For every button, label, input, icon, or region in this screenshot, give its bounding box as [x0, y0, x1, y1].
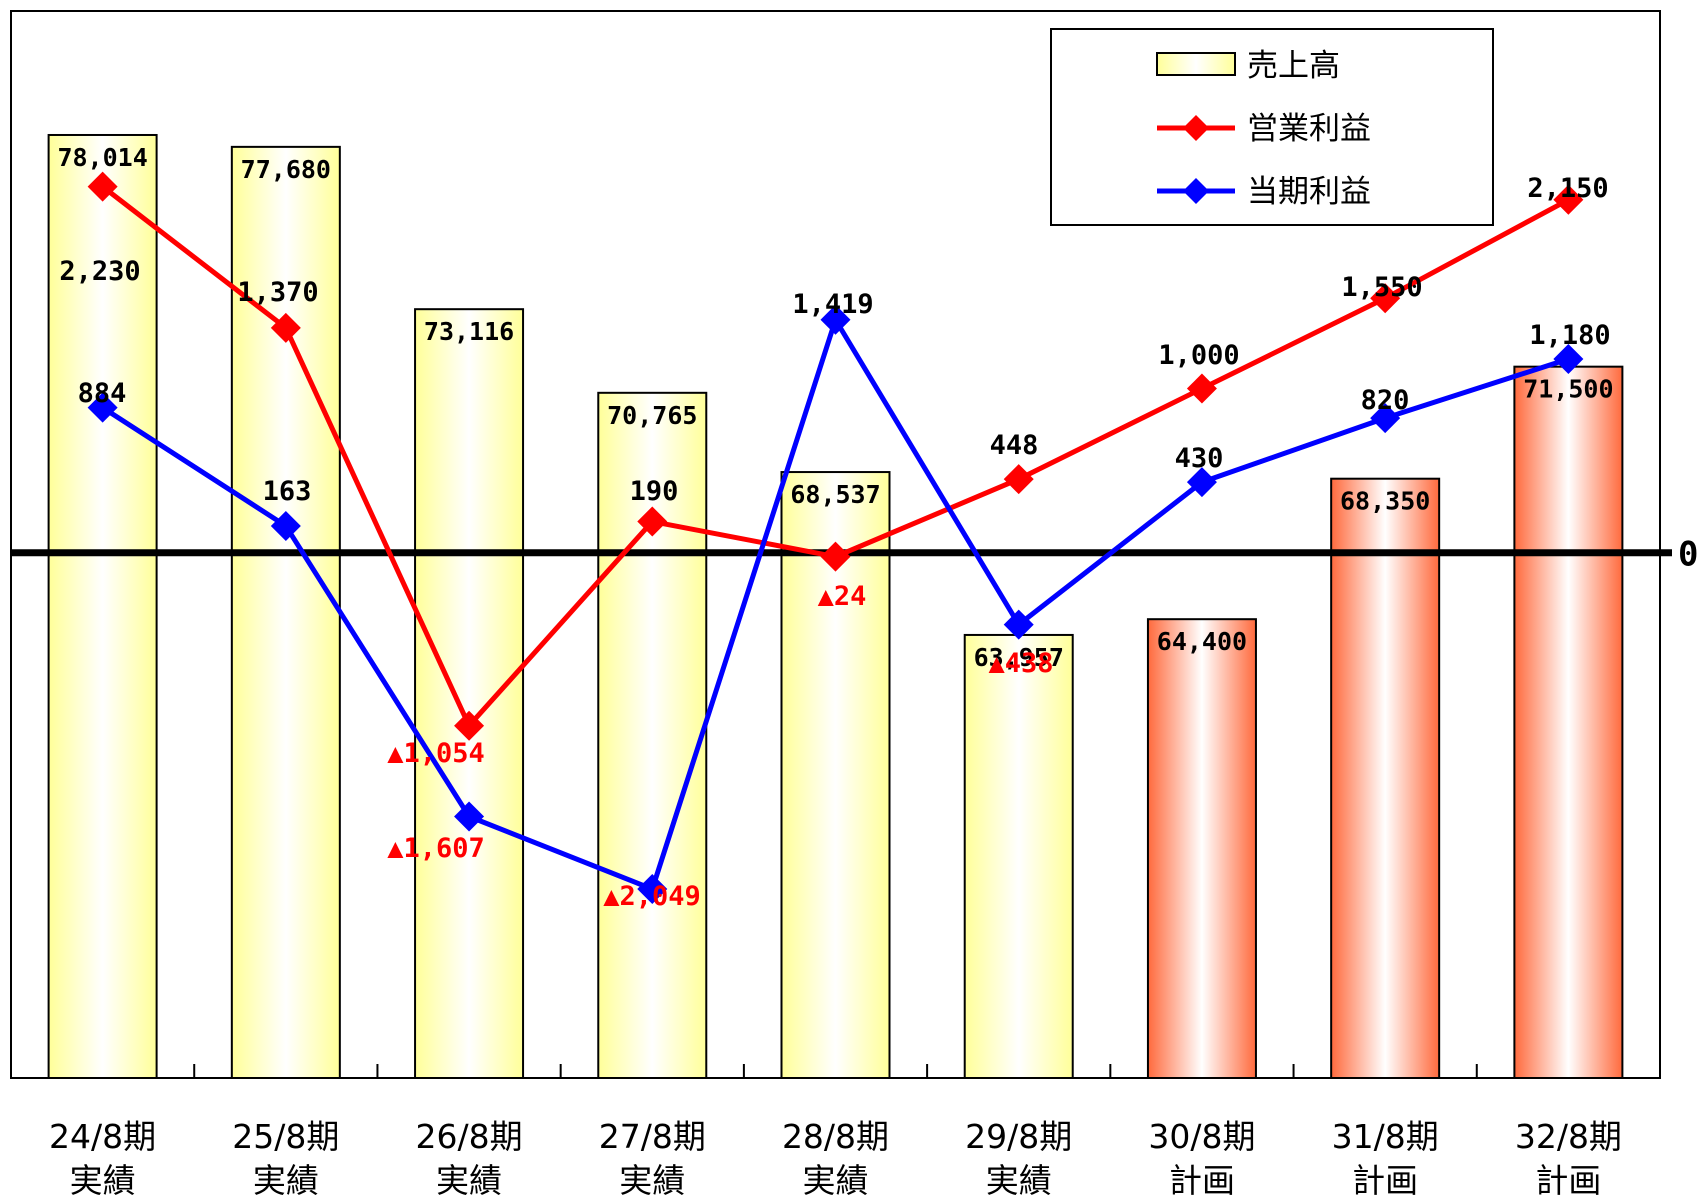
- net-profit-value-label: 1,419: [792, 289, 873, 320]
- x-tick-label-period: 26/8期: [416, 1117, 523, 1156]
- op-profit-marker: [270, 312, 301, 343]
- sales-bar: [780, 471, 891, 1079]
- x-tick-label-type: 実績: [253, 1161, 319, 1198]
- op-profit-value-label: 2,230: [59, 256, 140, 287]
- x-tick-label-type: 実績: [70, 1161, 136, 1198]
- x-tick-label-type: 計画: [1535, 1161, 1601, 1198]
- x-tick-label-type: 計画: [1169, 1161, 1235, 1198]
- x-tick-label-type: 計画: [1352, 1161, 1418, 1198]
- x-tick-label-type: 実績: [803, 1161, 869, 1198]
- legend-marker-net-profit: [1183, 178, 1209, 204]
- op-profit-marker: [87, 171, 118, 202]
- x-tick-label-period: 27/8期: [599, 1117, 706, 1156]
- sales-bar: [47, 133, 158, 1079]
- net-profit-value-label: 884: [78, 378, 127, 409]
- op-profit-value-label: 2,150: [1527, 173, 1608, 204]
- sales-bar: [963, 633, 1074, 1079]
- net-profit-value-label: 1,180: [1529, 320, 1610, 351]
- x-tick-label-type: 実績: [619, 1161, 685, 1198]
- zero-label: 0: [1678, 535, 1698, 575]
- x-tick-label-period: 29/8期: [965, 1117, 1072, 1156]
- x-tick-label-type: 実績: [986, 1161, 1052, 1198]
- sales-bar: [1146, 618, 1257, 1079]
- net-profit-marker: [1186, 467, 1217, 498]
- x-tick-label-type: 実績: [436, 1161, 502, 1198]
- sales-value-label: 78,014: [57, 143, 147, 172]
- sales-value-label: 68,350: [1340, 487, 1430, 516]
- sales-value-label: 64,400: [1157, 627, 1247, 656]
- x-tick-label-period: 31/8期: [1332, 1117, 1439, 1156]
- sales-bar: [414, 308, 525, 1080]
- net-profit-marker: [637, 874, 668, 905]
- net-profit-marker: [87, 392, 118, 423]
- sales-bar: [1330, 477, 1441, 1079]
- x-tick-label-period: 25/8期: [232, 1117, 339, 1156]
- net-profit-marker: [1553, 344, 1584, 375]
- net-profit-marker: [820, 304, 851, 335]
- op-profit-marker: [637, 506, 668, 537]
- sales-value-label: 63,957: [974, 643, 1064, 672]
- legend-label-sales: 売上高: [1247, 48, 1340, 84]
- net-profit-value-label: ▲2,049: [603, 881, 701, 912]
- sales-bar: [1513, 365, 1624, 1079]
- op-profit-value-label: 1,000: [1158, 340, 1239, 371]
- x-tick-label-period: 28/8期: [782, 1117, 889, 1156]
- x-tick-label-period: 32/8期: [1515, 1117, 1622, 1156]
- net-profit-marker: [270, 510, 301, 541]
- legend-box: [1050, 28, 1494, 226]
- net-profit-value-label: 163: [263, 476, 312, 507]
- net-profit-marker: [1003, 609, 1034, 640]
- op-profit-marker: [1370, 283, 1401, 314]
- op-profit-marker: [820, 541, 851, 572]
- sales-value-label: 73,116: [424, 317, 514, 346]
- op-profit-marker: [1186, 373, 1217, 404]
- x-tick-label-period: 24/8期: [49, 1117, 156, 1156]
- sales-value-label: 77,680: [241, 155, 331, 184]
- legend-marker-op-profit: [1183, 115, 1209, 141]
- net-profit-value-label: ▲438: [988, 648, 1053, 679]
- legend-label-op-profit: 営業利益: [1247, 111, 1371, 147]
- legend-swatch-sales: [1156, 52, 1236, 76]
- op-profit-value-label: 448: [990, 430, 1039, 461]
- op-profit-marker: [454, 710, 485, 741]
- net-profit-value-label: 430: [1175, 443, 1224, 474]
- op-profit-value-label: 1,370: [237, 277, 318, 308]
- op-profit-value-label: ▲1,054: [387, 738, 485, 769]
- net-profit-marker: [1370, 403, 1401, 434]
- op-profit-marker: [1003, 464, 1034, 495]
- sales-value-label: 70,765: [607, 401, 697, 430]
- op-profit-value-label: ▲24: [818, 581, 867, 612]
- op-profit-value-label: 1,550: [1341, 272, 1422, 303]
- x-tick-label-period: 30/8期: [1148, 1117, 1255, 1156]
- net-profit-marker: [454, 801, 485, 832]
- net-profit-value-label: 820: [1361, 385, 1410, 416]
- op-profit-value-label: 190: [630, 476, 679, 507]
- sales-value-label: 68,537: [790, 480, 880, 509]
- op-profit-marker: [1553, 184, 1584, 215]
- legend-label-net-profit: 当期利益: [1247, 174, 1371, 210]
- net-profit-value-label: ▲1,607: [387, 833, 485, 864]
- sales-value-label: 71,500: [1523, 375, 1613, 404]
